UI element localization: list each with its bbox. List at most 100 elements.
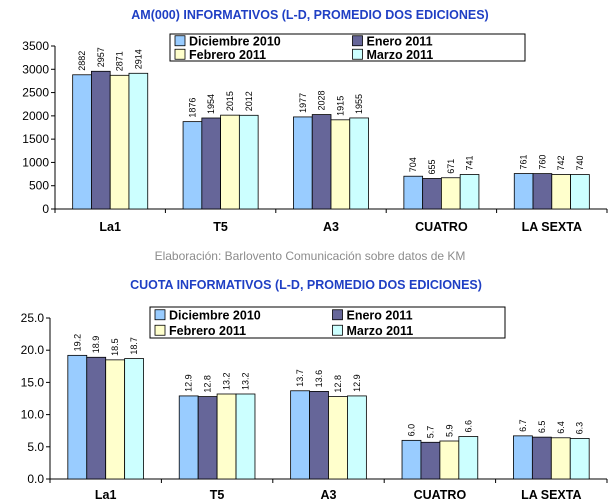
chart2-data-label: 5.9 bbox=[444, 424, 454, 437]
chart1-bar bbox=[513, 173, 534, 210]
chart2-bar bbox=[401, 439, 422, 480]
chart2-data-label: 6.3 bbox=[575, 422, 585, 435]
chart2-data-label: 13.6 bbox=[314, 370, 324, 388]
chart1-legend-box bbox=[169, 33, 526, 62]
chart2-ytick-label: 10.0 bbox=[21, 408, 45, 422]
chart2-bar bbox=[531, 436, 552, 480]
chart1-legend: Diciembre 2010 Enero 2011 Febrero 2011 Marz… bbox=[169, 33, 526, 62]
chart2-data-label: 18.7 bbox=[129, 337, 139, 355]
chart1-category-label: A3 bbox=[323, 220, 339, 234]
chart1-bar bbox=[128, 72, 149, 210]
chart1-bar bbox=[330, 119, 351, 210]
chart2-data-label: 6.7 bbox=[518, 419, 528, 432]
chart1-data-label: 704 bbox=[408, 157, 418, 172]
chart2-data-label: 13.2 bbox=[241, 372, 251, 390]
chart1-bar bbox=[459, 174, 480, 210]
chart1-legend-entry: Febrero 2011 bbox=[189, 48, 266, 62]
chart2-category-label: T5 bbox=[210, 488, 225, 502]
chart2-data-label: 6.4 bbox=[556, 421, 566, 434]
chart2-data-label: 5.7 bbox=[425, 426, 435, 439]
source-note: Elaboración: Barlovento Comunicación sob… bbox=[155, 249, 466, 263]
chart2-bar bbox=[439, 440, 460, 480]
chart2-data-label: 18.5 bbox=[110, 338, 120, 356]
chart2-legend-swatch bbox=[332, 309, 343, 321]
chart2-data-label: 19.2 bbox=[72, 334, 82, 352]
chart2-data-label: 13.7 bbox=[295, 369, 305, 387]
chart2-ytick-label: 20.0 bbox=[21, 343, 45, 357]
chart1-data-label: 740 bbox=[575, 156, 585, 171]
chart1-category-label: CUATRO bbox=[415, 220, 468, 234]
chart2-ytick-label: 0.0 bbox=[27, 472, 44, 486]
chart2-category-label: LA SEXTA bbox=[521, 488, 581, 502]
chart1-bar bbox=[551, 174, 571, 210]
chart2-ytick-label: 25.0 bbox=[21, 311, 45, 325]
chart2-ytick-label: 5.0 bbox=[27, 440, 44, 454]
chart2-ytick-label: 15.0 bbox=[21, 375, 45, 389]
chart2-bar bbox=[309, 391, 329, 480]
chart1-bar bbox=[109, 74, 130, 210]
chart1-ytick-label: 3500 bbox=[22, 39, 49, 53]
chart1-bar bbox=[440, 177, 461, 210]
chart2-bar bbox=[420, 441, 441, 480]
chart1-bar bbox=[201, 117, 222, 210]
chart1-data-label: 1915 bbox=[335, 96, 345, 116]
chart1-legend-swatch bbox=[174, 35, 186, 47]
chart2-data-label: 13.2 bbox=[222, 372, 232, 390]
chart2-bar bbox=[235, 393, 256, 480]
chart1-category-label: La1 bbox=[99, 220, 121, 234]
chart1-data-label: 1977 bbox=[298, 93, 308, 113]
chart2-data-label: 12.8 bbox=[203, 375, 213, 393]
chart1-ytick-label: 500 bbox=[29, 179, 49, 193]
chart2-bar bbox=[328, 396, 348, 480]
chart1-legend-swatch bbox=[352, 35, 363, 47]
chart1-category-label: T5 bbox=[213, 220, 228, 234]
chart1-legend-entry: Enero 2011 bbox=[367, 34, 433, 48]
chart2-bar bbox=[105, 359, 126, 480]
chart2-data-label: 18.9 bbox=[91, 336, 101, 354]
chart2-bar bbox=[290, 390, 310, 480]
chart2-bar bbox=[216, 393, 237, 480]
chart1-legend-swatch bbox=[174, 48, 186, 60]
chart2-bar bbox=[86, 356, 107, 480]
chart2-category-label: La1 bbox=[95, 488, 117, 502]
chart1-data-label: 1954 bbox=[206, 94, 216, 114]
chart1-data-label: 2957 bbox=[96, 47, 106, 67]
chart2-plot: 0.0 5.0 10.0 15.0 20.0 25.0 19.2 18.9 18.5 18.7 La… bbox=[21, 306, 608, 502]
chart2-bar bbox=[178, 395, 199, 480]
chart1-bar bbox=[91, 70, 111, 210]
chart1-data-label: 760 bbox=[537, 155, 547, 170]
chart1-category-label: LA SEXTA bbox=[522, 220, 582, 234]
chart1-bar bbox=[311, 114, 332, 210]
chart2-bar bbox=[197, 396, 218, 480]
chart1-bar bbox=[349, 117, 369, 210]
chart1-legend-entry: Diciembre 2010 bbox=[189, 34, 281, 48]
chart1-bar bbox=[293, 116, 313, 210]
chart2-data-label: 12.8 bbox=[333, 375, 343, 393]
chart1-data-label: 1955 bbox=[354, 94, 364, 114]
chart2-bar bbox=[347, 395, 367, 480]
chart2-bar bbox=[550, 437, 571, 480]
chart1-bar bbox=[422, 178, 442, 210]
chart2-legend-entry: Diciembre 2010 bbox=[169, 308, 261, 322]
chart2-legend-swatch bbox=[154, 324, 166, 336]
chart2-data-label: 6.5 bbox=[537, 421, 547, 434]
chart1-bar bbox=[220, 114, 240, 210]
chart1-data-label: 2015 bbox=[225, 91, 235, 111]
chart1-title: AM(000) INFORMATIVOS (L-D, PROMEDIO DOS … bbox=[131, 8, 488, 22]
chart2-legend-swatch bbox=[332, 324, 343, 336]
chart2-title: CUOTA INFORMATIVOS (L-D, PROMEDIO DOS ED… bbox=[130, 278, 482, 292]
chart2-data-label: 12.9 bbox=[184, 374, 194, 392]
chart1-data-label: 671 bbox=[446, 159, 456, 174]
chart2-bar bbox=[569, 438, 590, 480]
chart1-bar bbox=[532, 173, 553, 210]
chart1-ytick-label: 2500 bbox=[22, 86, 49, 100]
chart2-data-label: 6.0 bbox=[406, 424, 416, 437]
chart1-legend-entry: Marzo 2011 bbox=[367, 48, 434, 62]
chart1-bar bbox=[238, 114, 259, 210]
chart2-legend-swatch bbox=[154, 309, 166, 321]
chart1-bar bbox=[570, 174, 590, 210]
chart2-bar bbox=[67, 354, 88, 480]
chart2-bar bbox=[513, 435, 533, 480]
chart1-ytick-label: 1500 bbox=[22, 132, 49, 146]
